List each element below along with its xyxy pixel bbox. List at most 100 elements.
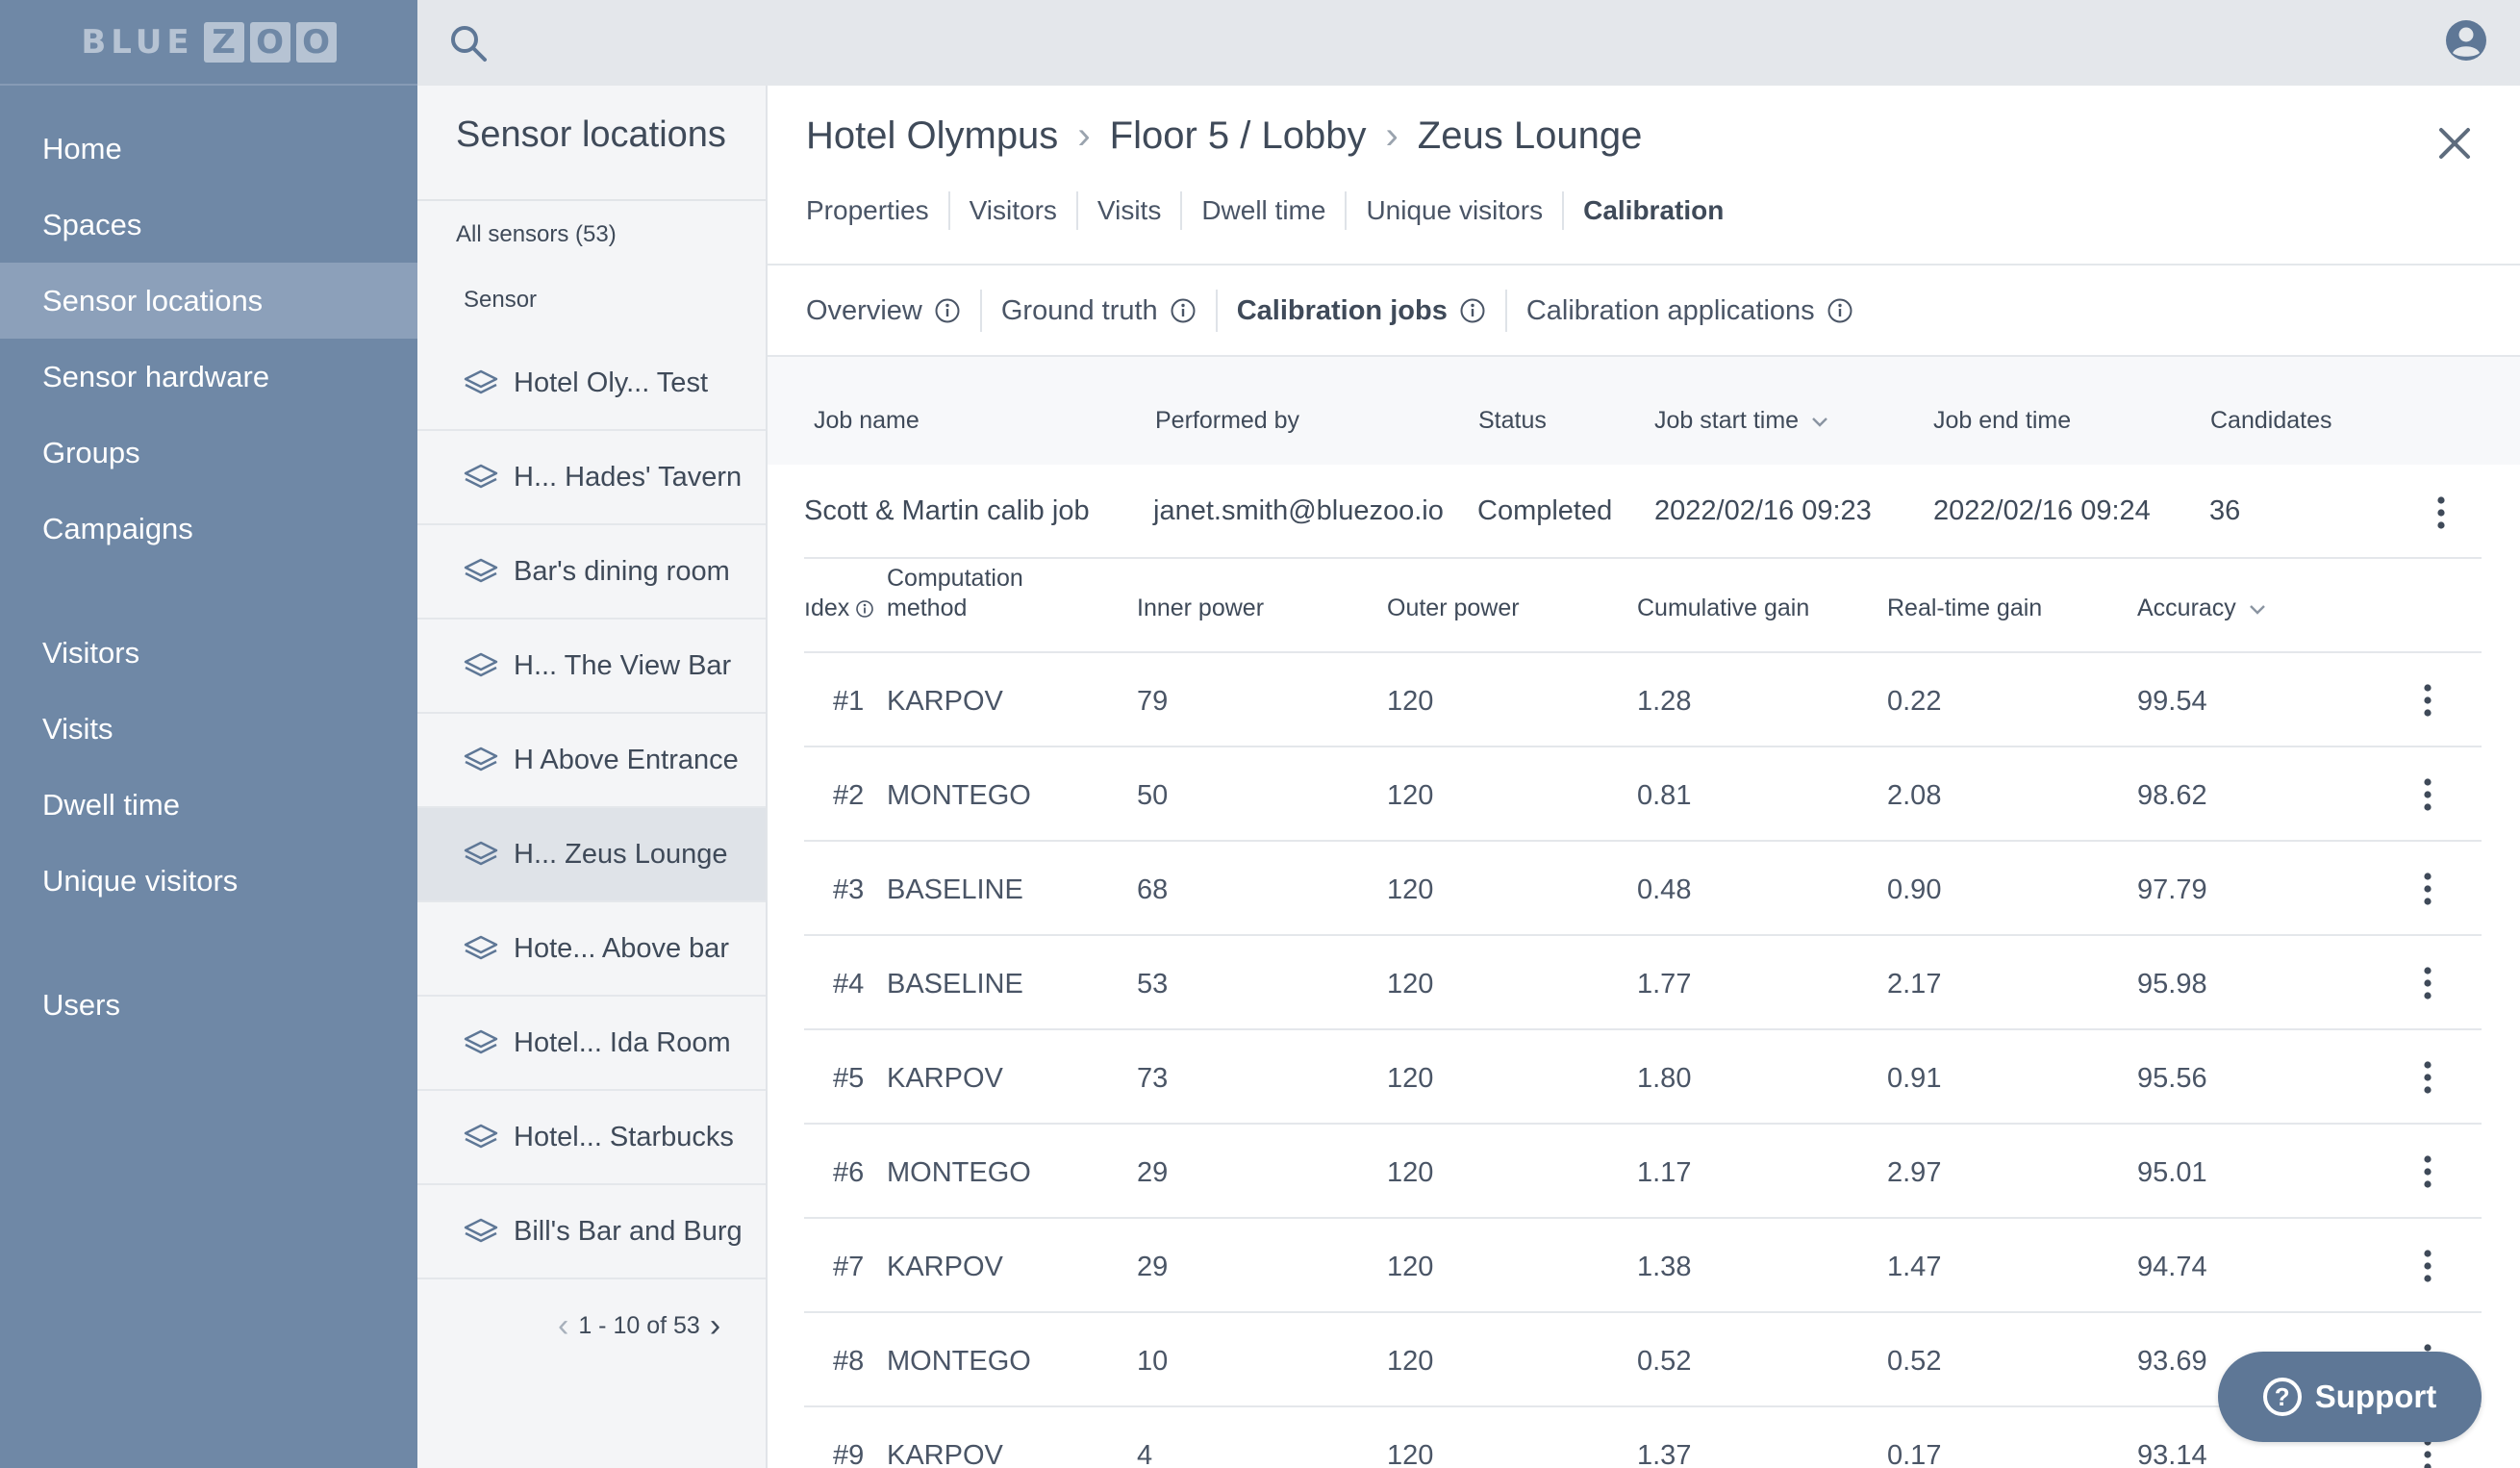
sensor-list-item[interactable]: H Above Entrance — [417, 714, 766, 808]
col-job-start-time[interactable]: Job start time — [1654, 407, 1829, 435]
nav-item-visitors[interactable]: Visitors — [42, 635, 140, 670]
sensor-list-item[interactable]: Hotel... Ida Room — [417, 997, 766, 1091]
tab-calibration[interactable]: Calibration — [1562, 191, 1743, 230]
col-computation-method-line2[interactable]: method — [887, 595, 968, 621]
col-candidates[interactable]: Candidates — [2210, 407, 2332, 434]
support-button[interactable]: ? Support — [2218, 1352, 2482, 1442]
more-vert-icon[interactable] — [2418, 1247, 2437, 1285]
search-icon[interactable] — [446, 21, 491, 65]
candidate-row[interactable]: #6 MONTEGO 29 120 1.17 2.97 95.01 — [804, 1125, 2482, 1219]
col-accuracy[interactable]: Accuracy — [2137, 595, 2267, 622]
nav-item-groups[interactable]: Groups — [42, 435, 140, 469]
logo-letter: Z — [203, 21, 244, 63]
bluezoo-logo[interactable]: BLUE Z O O — [81, 21, 337, 63]
sensor-list-item[interactable]: Bar's dining room — [417, 525, 766, 620]
all-sensors-filter[interactable]: All sensors (53) — [456, 221, 617, 247]
nav-item-sensor-hardware[interactable]: Sensor hardware — [42, 359, 270, 393]
sensor-list-item[interactable]: H... Zeus Lounge — [417, 808, 766, 902]
candidate-index: #2 — [833, 780, 865, 811]
nav-item-sensor-locations[interactable]: Sensor locations — [0, 263, 417, 339]
sensor-list-item[interactable]: Bill's Bar and Burg — [417, 1185, 766, 1279]
tab-visitors[interactable]: Visitors — [947, 191, 1076, 230]
candidate-row[interactable]: #1 KARPOV 79 120 1.28 0.22 99.54 — [804, 653, 2482, 747]
candidate-row[interactable]: #4 BASELINE 53 120 1.77 2.17 95.98 — [804, 936, 2482, 1030]
sensor-column-header[interactable]: Sensor — [464, 287, 538, 313]
tab-properties[interactable]: Properties — [806, 195, 929, 225]
divider — [417, 199, 768, 201]
candidate-row[interactable]: #2 MONTEGO 50 120 0.81 2.08 98.62 — [804, 747, 2482, 842]
candidate-row[interactable]: #8 MONTEGO 10 120 0.52 0.52 93.69 — [804, 1313, 2482, 1407]
sensor-list-item[interactable]: H... Hades' Tavern — [417, 431, 766, 525]
candidate-row[interactable]: #7 KARPOV 29 120 1.38 1.47 94.74 — [804, 1219, 2482, 1313]
subtab-calibration-applications[interactable]: Calibration applications — [1504, 290, 1873, 332]
col-real-time-gain[interactable]: Real-time gain — [1887, 595, 2043, 621]
candidate-cumulative-gain: 0.81 — [1637, 780, 1692, 811]
more-vert-icon[interactable] — [2418, 1152, 2437, 1191]
candidate-row[interactable]: #5 KARPOV 73 120 1.80 0.91 95.56 — [804, 1030, 2482, 1125]
more-vert-icon[interactable] — [2432, 494, 2451, 532]
job-row[interactable]: Scott & Martin calib job janet.smith@blu… — [804, 465, 2482, 559]
candidate-inner-power: 29 — [1137, 1252, 1169, 1282]
candidate-outer-power: 120 — [1387, 1252, 1434, 1282]
nav-item-home[interactable]: Home — [42, 131, 122, 165]
info-icon[interactable] — [934, 297, 961, 324]
logo-letter: O — [295, 21, 337, 63]
info-icon[interactable] — [1459, 297, 1486, 324]
more-vert-icon[interactable] — [2418, 870, 2437, 908]
tab-dwell-time[interactable]: Dwell time — [1180, 191, 1345, 230]
candidate-cumulative-gain: 1.37 — [1637, 1440, 1692, 1468]
account-icon[interactable] — [2443, 17, 2489, 63]
sensor-list-item[interactable]: H... The View Bar — [417, 620, 766, 714]
subtab-calibration-jobs[interactable]: Calibration jobs — [1215, 290, 1505, 332]
col-job-end-time[interactable]: Job end time — [1933, 407, 2072, 434]
col-status[interactable]: Status — [1478, 407, 1547, 434]
top-bar — [417, 0, 2520, 86]
breadcrumb-item[interactable]: Floor 5 / Lobby — [1109, 114, 1367, 157]
candidate-outer-power: 120 — [1387, 1063, 1434, 1094]
more-vert-icon[interactable] — [2418, 775, 2437, 814]
page-range: 1 - 10 of 53 — [578, 1312, 700, 1339]
close-icon[interactable] — [2437, 126, 2472, 161]
more-vert-icon[interactable] — [2418, 1058, 2437, 1097]
candidate-accuracy: 97.79 — [2137, 874, 2207, 905]
more-vert-icon[interactable] — [2418, 681, 2437, 720]
sensor-list-item[interactable]: Hote... Above bar — [417, 902, 766, 997]
layers-icon — [464, 1124, 498, 1149]
candidate-method: KARPOV — [887, 1440, 1003, 1468]
candidate-real-time-gain: 0.90 — [1887, 874, 1942, 905]
candidate-real-time-gain: 2.08 — [1887, 780, 1942, 811]
col-outer-power[interactable]: Outer power — [1387, 595, 1520, 621]
col-inner-power[interactable]: Inner power — [1137, 595, 1265, 621]
tab-unique-visitors[interactable]: Unique visitors — [1345, 191, 1562, 230]
nav-item-users[interactable]: Users — [42, 987, 120, 1022]
col-computation-method-line1[interactable]: Computation — [887, 565, 1023, 592]
breadcrumb-item[interactable]: Hotel Olympus — [806, 114, 1059, 157]
next-page-icon[interactable]: › — [709, 1307, 721, 1344]
nav-item-spaces[interactable]: Spaces — [42, 207, 142, 241]
chevron-right-icon: › — [1077, 114, 1091, 157]
sensor-list-item[interactable]: Hotel Oly... Test — [417, 337, 766, 431]
candidate-row[interactable]: #9 KARPOV 4 120 1.37 0.17 93.14 — [804, 1407, 2482, 1468]
list-title: Sensor locations — [456, 114, 726, 155]
sensor-list-item[interactable]: Hotel... Starbucks — [417, 1091, 766, 1185]
col-cumulative-gain[interactable]: Cumulative gain — [1637, 595, 1810, 621]
layers-icon — [464, 1218, 498, 1243]
nav-item-campaigns[interactable]: Campaigns — [42, 511, 193, 545]
subtab-overview[interactable]: Overview — [806, 290, 980, 332]
candidate-accuracy: 95.01 — [2137, 1157, 2207, 1188]
info-icon[interactable] — [1170, 297, 1197, 324]
candidate-row[interactable]: #3 BASELINE 68 120 0.48 0.90 97.79 — [804, 842, 2482, 936]
more-vert-icon[interactable] — [2418, 964, 2437, 1002]
candidate-outer-power: 120 — [1387, 1157, 1434, 1188]
info-icon[interactable] — [1827, 297, 1853, 324]
subtab-ground-truth[interactable]: Ground truth — [979, 290, 1216, 332]
col-performed-by[interactable]: Performed by — [1155, 407, 1300, 434]
nav-item-dwell-time[interactable]: Dwell time — [42, 787, 180, 822]
nav-item-unique-visitors[interactable]: Unique visitors — [42, 863, 239, 898]
info-icon[interactable] — [855, 599, 874, 619]
tab-visits[interactable]: Visits — [1075, 191, 1180, 230]
nav-item-visits[interactable]: Visits — [42, 711, 113, 746]
prev-page-icon[interactable]: ‹ — [558, 1307, 569, 1344]
col-job-name[interactable]: Job name — [814, 407, 920, 434]
col-index[interactable]: ıdex — [804, 595, 874, 622]
